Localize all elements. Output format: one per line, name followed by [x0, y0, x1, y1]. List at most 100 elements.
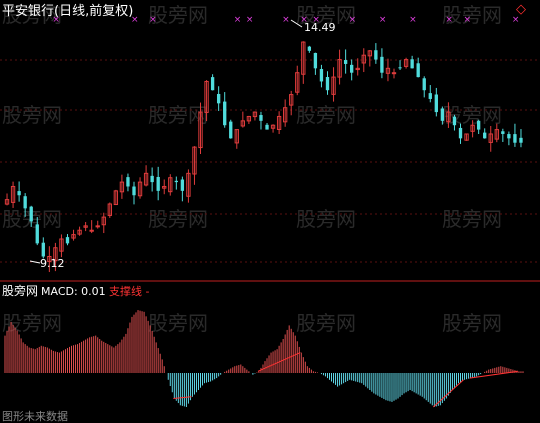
- candle-body: [210, 77, 215, 91]
- candle-body: [488, 133, 493, 143]
- signal-marker: ×: [445, 15, 453, 25]
- candle-body: [355, 67, 360, 71]
- signal-marker: ×: [409, 15, 417, 25]
- macd-value: MACD: 0.01: [41, 285, 106, 298]
- price-grid: [0, 59, 540, 263]
- candle-body: [137, 181, 143, 197]
- candle-body: [101, 216, 106, 226]
- candle-body: [343, 60, 348, 64]
- signal-marker: ×: [131, 15, 139, 25]
- candle-body: [476, 120, 481, 130]
- candle-body: [519, 137, 523, 143]
- macd-histogram: [4, 310, 524, 407]
- candle-body: [229, 121, 233, 139]
- candle-body: [41, 242, 45, 257]
- candle-body: [337, 59, 342, 78]
- candle-body: [132, 186, 136, 196]
- low-price-arrow: [29, 260, 41, 264]
- low-price-label: 9.12: [40, 257, 65, 270]
- candle-body: [403, 59, 409, 67]
- watermark-text: 股旁网: [442, 311, 502, 335]
- chart-title: 平安银行(日线,前复权): [2, 3, 133, 19]
- watermark-text: 股旁网: [296, 3, 356, 27]
- candle-body: [234, 129, 239, 144]
- signal-marker: ×: [349, 15, 357, 25]
- candle-body: [380, 56, 384, 73]
- candle-body: [89, 229, 94, 232]
- candle-body: [47, 255, 52, 262]
- support-segment: [432, 379, 464, 408]
- candle-body: [331, 76, 336, 95]
- candle-body: [385, 67, 391, 74]
- support-line-label: 支撑线 -: [109, 284, 149, 298]
- candle-body: [10, 185, 16, 203]
- candle-body: [464, 133, 469, 141]
- candle-body: [307, 46, 312, 51]
- candle-body: [168, 177, 173, 193]
- signal-marker: ×: [282, 15, 290, 25]
- candle-body: [204, 80, 209, 113]
- watermark-text: 股旁网: [2, 103, 62, 127]
- watermark-text: 股旁网: [2, 3, 62, 27]
- candle-body: [192, 146, 197, 175]
- candle-body: [361, 54, 366, 64]
- diamond-icon[interactable]: ◇: [516, 2, 526, 17]
- candle-body: [186, 172, 191, 197]
- high-price-label: 14.49: [304, 21, 336, 34]
- candle-body: [270, 124, 276, 129]
- candle-body: [35, 224, 39, 244]
- candle-body: [507, 134, 511, 139]
- candle-body: [143, 172, 149, 186]
- candle-body: [180, 179, 185, 191]
- candle-body: [113, 190, 119, 206]
- candle-body: [289, 94, 294, 106]
- candle-body: [77, 229, 82, 235]
- candle-body: [53, 247, 58, 262]
- candle-body: [276, 115, 282, 130]
- candle-body: [198, 111, 203, 149]
- candle-body: [350, 64, 354, 73]
- candle-body: [119, 181, 125, 193]
- footer-text: 图形未来数据: [2, 409, 68, 423]
- candle-body: [483, 132, 487, 139]
- support-line: [173, 352, 519, 408]
- candle-body: [391, 72, 397, 75]
- candle-body: [59, 238, 64, 252]
- candle-body: [246, 115, 252, 122]
- candle-body: [416, 63, 420, 78]
- high-price-arrow: [290, 19, 303, 28]
- candle-body: [501, 131, 505, 134]
- candle-body: [107, 203, 112, 216]
- candle-body: [259, 115, 263, 121]
- signal-marker: ×: [149, 15, 157, 25]
- watermark-text: 股旁网: [2, 311, 62, 335]
- candle-body: [452, 116, 457, 126]
- support-segment: [173, 396, 192, 399]
- candle-body: [494, 129, 499, 140]
- candle-body: [458, 127, 463, 139]
- candle-body: [223, 101, 227, 126]
- candle-body: [83, 225, 88, 228]
- support-segment: [469, 370, 519, 379]
- candle-body: [313, 52, 318, 69]
- candle-body: [422, 78, 426, 91]
- candle-body: [367, 50, 372, 57]
- candle-body: [17, 191, 21, 196]
- candle-body: [265, 124, 269, 130]
- candle-body: [29, 206, 33, 222]
- candle-body: [440, 108, 445, 121]
- candle-body: [428, 93, 432, 99]
- signal-markers: × × × × × × × × × × × × × ×: [52, 15, 519, 25]
- watermark-text: 股旁网: [148, 103, 208, 127]
- indicator-source: 股旁网: [2, 283, 38, 298]
- candle-body: [319, 68, 324, 82]
- signal-marker: ×: [312, 15, 320, 25]
- candle-body: [295, 72, 300, 93]
- candle-body: [410, 59, 414, 69]
- candle-body: [301, 41, 306, 75]
- candle-body: [162, 185, 167, 189]
- watermark-text: 股旁网: [296, 103, 356, 127]
- watermark-text: 股旁网: [442, 103, 502, 127]
- watermark-text: 股旁网: [296, 311, 356, 335]
